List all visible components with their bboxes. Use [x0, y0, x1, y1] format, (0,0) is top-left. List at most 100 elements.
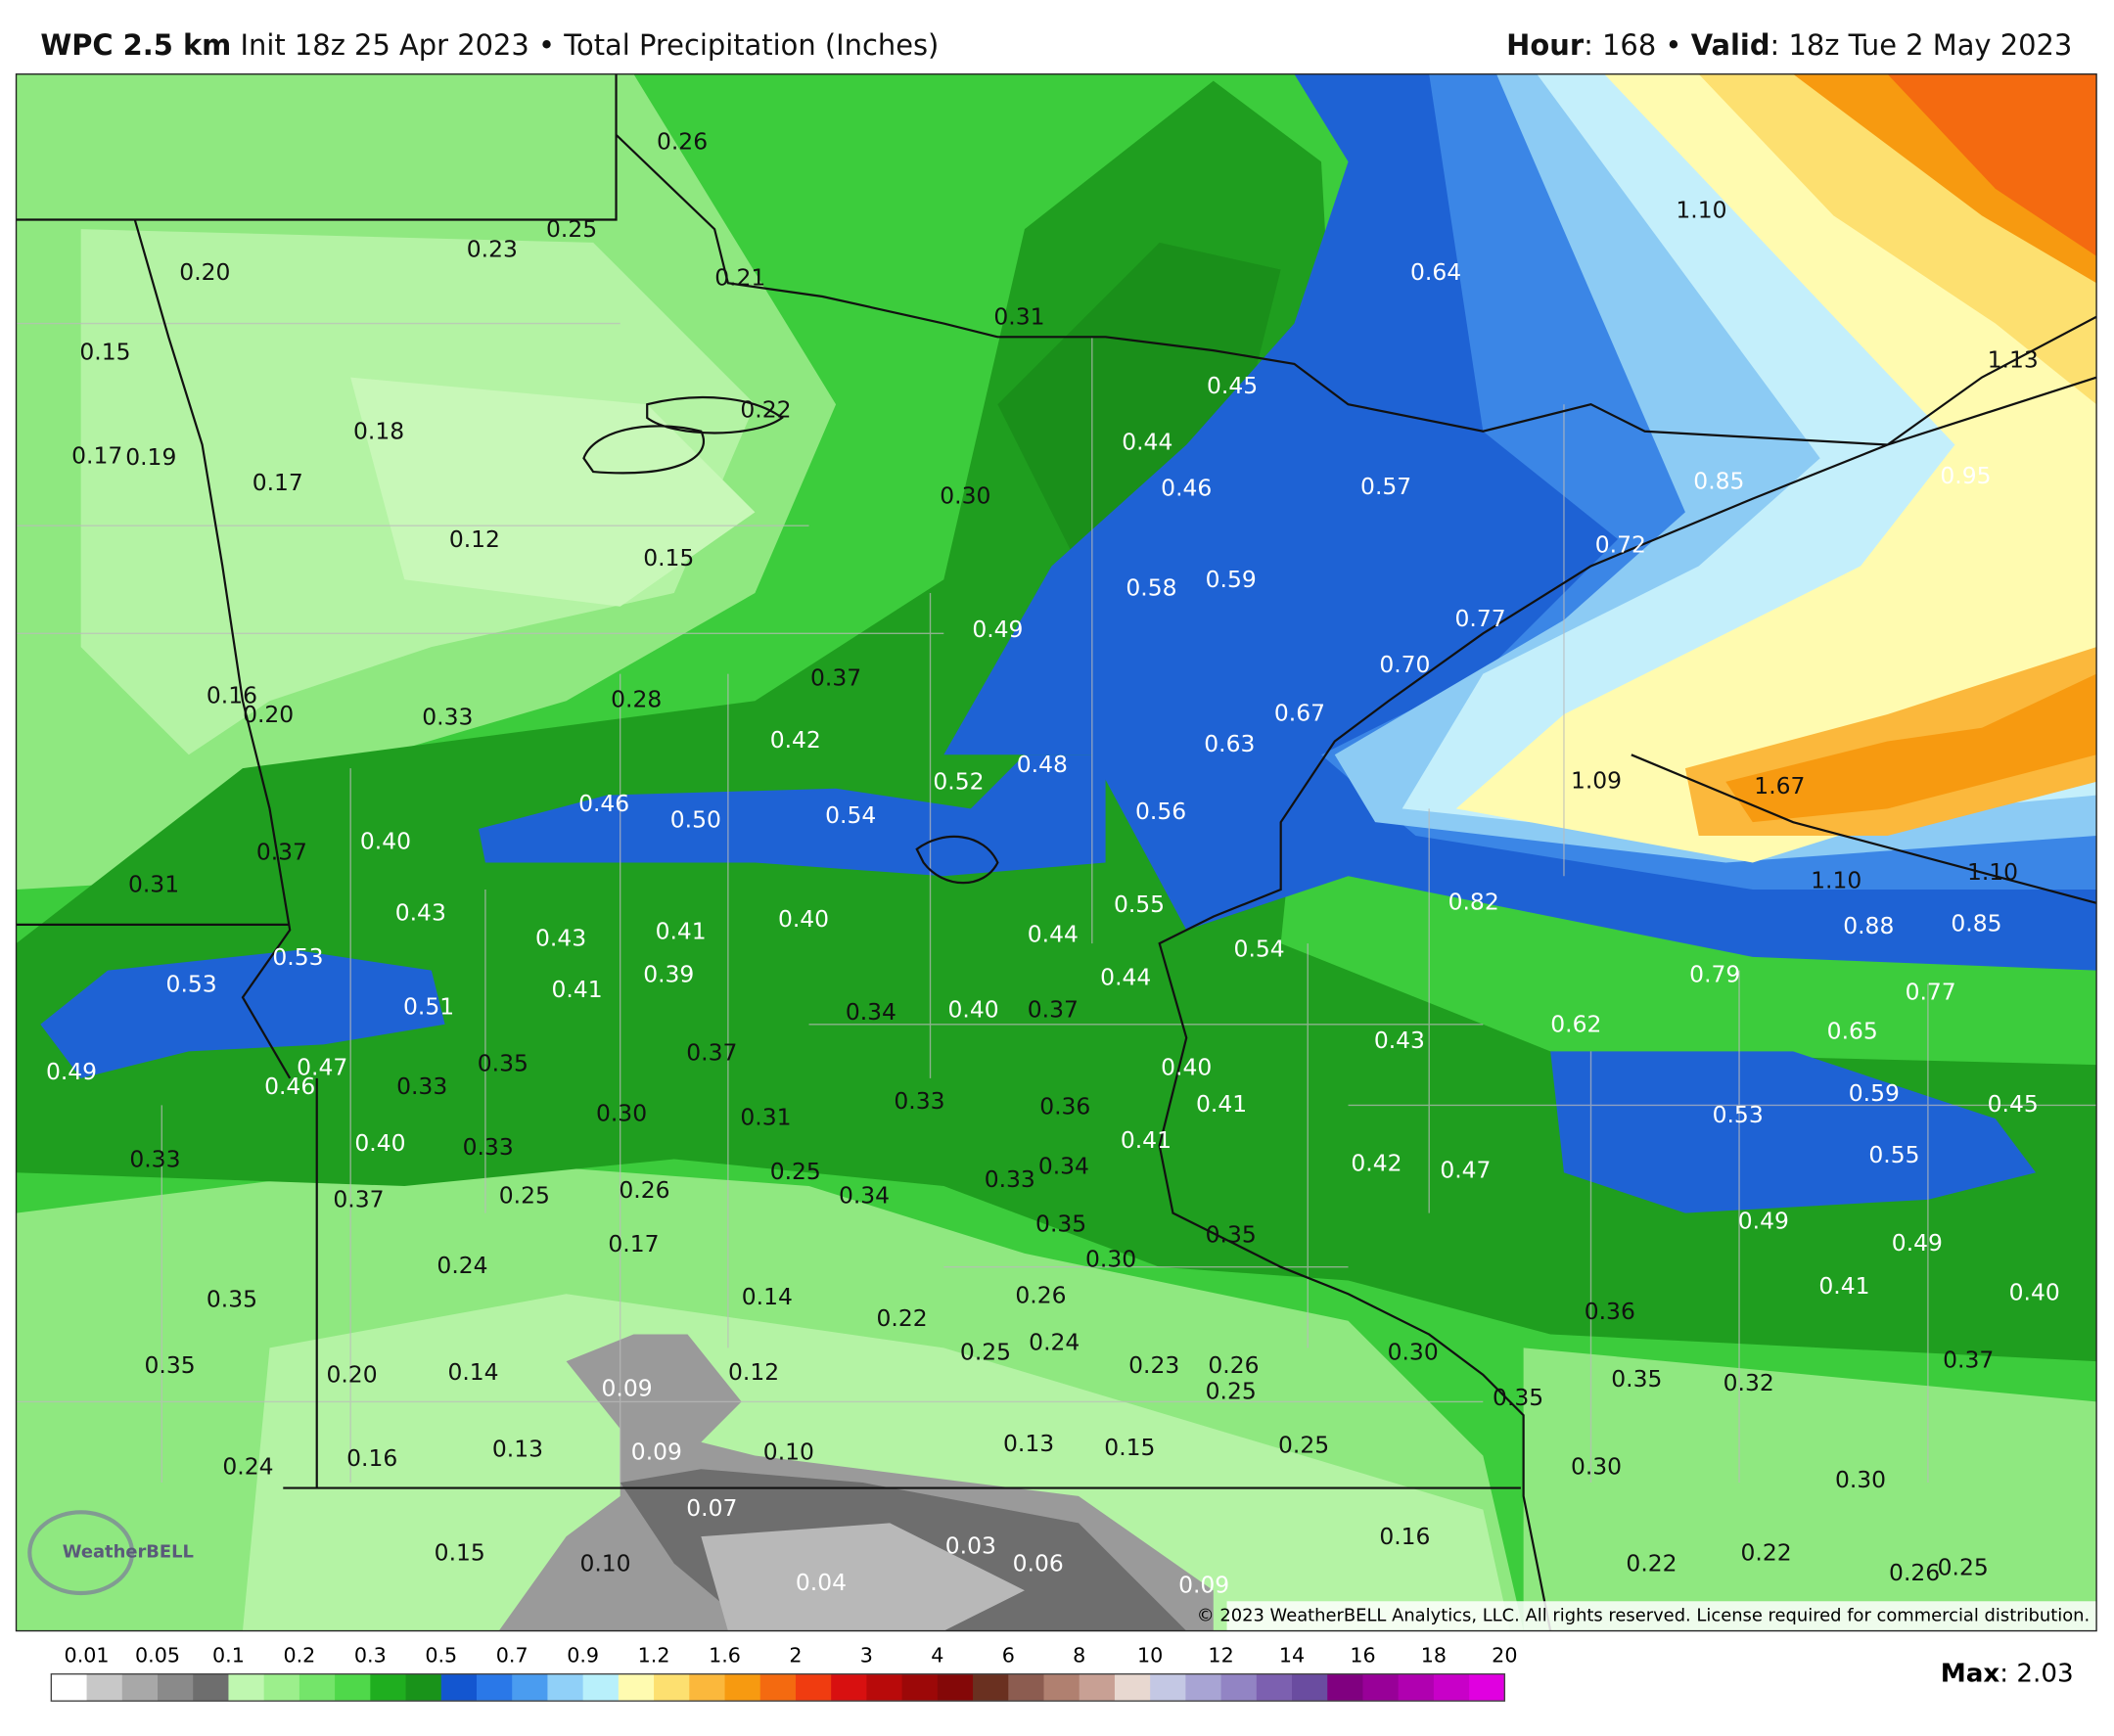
legend-swatch: [476, 1673, 513, 1702]
legend-frame: [50, 1672, 1506, 1702]
precip-label: 0.34: [846, 998, 896, 1026]
precip-label: 0.23: [467, 236, 518, 263]
precip-label: 0.35: [1611, 1365, 1662, 1393]
precip-label: 0.82: [1448, 888, 1499, 915]
precip-label: 0.09: [631, 1438, 682, 1465]
max-label: Max: [1941, 1659, 2000, 1688]
precip-label: 0.14: [742, 1283, 793, 1310]
precip-label: 0.28: [611, 686, 662, 713]
legend-swatch: [370, 1673, 406, 1702]
precip-label: 0.25: [1206, 1377, 1257, 1404]
precip-label: 0.57: [1360, 473, 1411, 500]
precip-label: 0.10: [763, 1438, 814, 1465]
precip-label: 0.42: [770, 726, 821, 754]
precip-label: 1.10: [1811, 866, 1861, 893]
precip-label: 0.24: [1029, 1329, 1080, 1356]
precip-label: 0.26: [657, 127, 708, 155]
precip-label: 0.14: [447, 1358, 498, 1386]
precip-label: 0.42: [1351, 1150, 1402, 1177]
precip-label: 0.46: [1161, 474, 1212, 501]
legend-tick-label: 6: [1002, 1644, 1015, 1667]
precip-label: 0.31: [740, 1104, 791, 1131]
legend-swatch: [1398, 1673, 1435, 1702]
map: © 2023 WeatherBELL Analytics, LLC. All r…: [16, 73, 2097, 1631]
legend-swatch: [689, 1673, 725, 1702]
precip-label: 0.41: [552, 976, 603, 1003]
precip-label: 0.40: [948, 995, 999, 1023]
precip-label: 0.44: [1028, 920, 1079, 947]
precip-label: 0.09: [601, 1375, 652, 1402]
legend-tick-label: 0.7: [496, 1644, 528, 1667]
legend-tick-label: 1.2: [638, 1644, 670, 1667]
precip-label: 0.43: [1374, 1027, 1425, 1054]
legend-swatch: [86, 1673, 123, 1702]
precip-label: 0.46: [578, 790, 629, 817]
precip-label: 0.35: [207, 1286, 257, 1313]
legend-tick-label: 0.5: [425, 1644, 457, 1667]
precip-label: 0.36: [1585, 1298, 1635, 1325]
precip-label: 0.79: [1689, 961, 1740, 988]
precip-label: 0.59: [1849, 1079, 1900, 1107]
precip-label: 0.12: [728, 1358, 779, 1386]
precip-label: 0.63: [1204, 730, 1255, 757]
precip-label: 0.03: [945, 1532, 996, 1560]
bullet: •: [538, 28, 555, 62]
precip-label: 0.17: [608, 1230, 659, 1257]
precip-label: 0.77: [1906, 979, 1956, 1006]
precip-label: 0.37: [1943, 1347, 1994, 1374]
precip-label: 0.49: [1738, 1208, 1789, 1235]
legend-swatch: [512, 1673, 548, 1702]
precip-label: 0.47: [297, 1054, 347, 1081]
precip-label: 0.41: [1196, 1090, 1247, 1118]
precip-label: 0.55: [1868, 1141, 1919, 1168]
precip-label: 1.67: [1754, 772, 1805, 799]
legend-swatch: [831, 1673, 867, 1702]
precip-label: 0.53: [1713, 1101, 1764, 1128]
precip-label: 0.16: [346, 1444, 397, 1472]
precip-label: 0.25: [546, 215, 597, 243]
precip-label: 0.37: [256, 838, 307, 865]
precip-label: 0.13: [1003, 1430, 1054, 1457]
precip-label: 0.20: [243, 701, 294, 728]
legend-swatch: [1114, 1673, 1151, 1702]
precip-label: 0.49: [46, 1058, 97, 1085]
legend-swatch: [263, 1673, 300, 1702]
legend-swatch: [547, 1673, 584, 1702]
precip-label: 0.46: [264, 1073, 315, 1100]
precip-label: 0.30: [1388, 1338, 1439, 1365]
legend-tick-label: 8: [1073, 1644, 1085, 1667]
precip-label: 0.26: [1015, 1281, 1066, 1308]
precip-label: 0.15: [435, 1539, 485, 1567]
precip-label: 0.59: [1206, 566, 1257, 593]
precip-label: 0.70: [1379, 651, 1430, 678]
precip-label: 0.25: [499, 1182, 550, 1210]
precip-label: 0.35: [1493, 1384, 1543, 1411]
precip-label: 0.56: [1135, 798, 1186, 825]
precip-label: 0.35: [1206, 1221, 1257, 1249]
precip-label: 0.48: [1017, 751, 1068, 778]
legend-tick-label: 18: [1421, 1644, 1447, 1667]
precip-label: 0.41: [1121, 1126, 1172, 1154]
precip-label: 1.10: [1967, 858, 2018, 886]
precip-label: 0.30: [596, 1100, 647, 1127]
hour: 168: [1602, 28, 1656, 62]
precip-label: 0.31: [128, 870, 179, 897]
colon: :: [1999, 1659, 2008, 1688]
precip-label: 0.41: [1818, 1272, 1869, 1300]
precip-label: 0.54: [825, 801, 876, 829]
header-left: WPC 2.5 km Init 18z 25 Apr 2023 • Total …: [40, 28, 939, 62]
precip-label: 0.40: [778, 905, 829, 933]
precip-label: 0.25: [1938, 1554, 1989, 1581]
legend: 0.01 0.05 0.1 0.2 0.3 0.5 0.7 0.9 1.2 1.6 2 3 4 6 8 10 1…: [50, 1644, 1517, 1702]
precip-label: 1.10: [1676, 197, 1726, 224]
precip-label: 0.54: [1234, 936, 1285, 963]
precip-label: 0.62: [1550, 1011, 1601, 1038]
legend-tick-label: 0.2: [283, 1644, 315, 1667]
precip-label: 0.34: [839, 1182, 890, 1210]
legend-swatch: [724, 1673, 761, 1702]
precip-label: 0.43: [535, 924, 586, 951]
precip-label: 0.22: [740, 396, 791, 424]
bullet: •: [1665, 28, 1681, 62]
precip-label: 0.33: [396, 1073, 447, 1100]
